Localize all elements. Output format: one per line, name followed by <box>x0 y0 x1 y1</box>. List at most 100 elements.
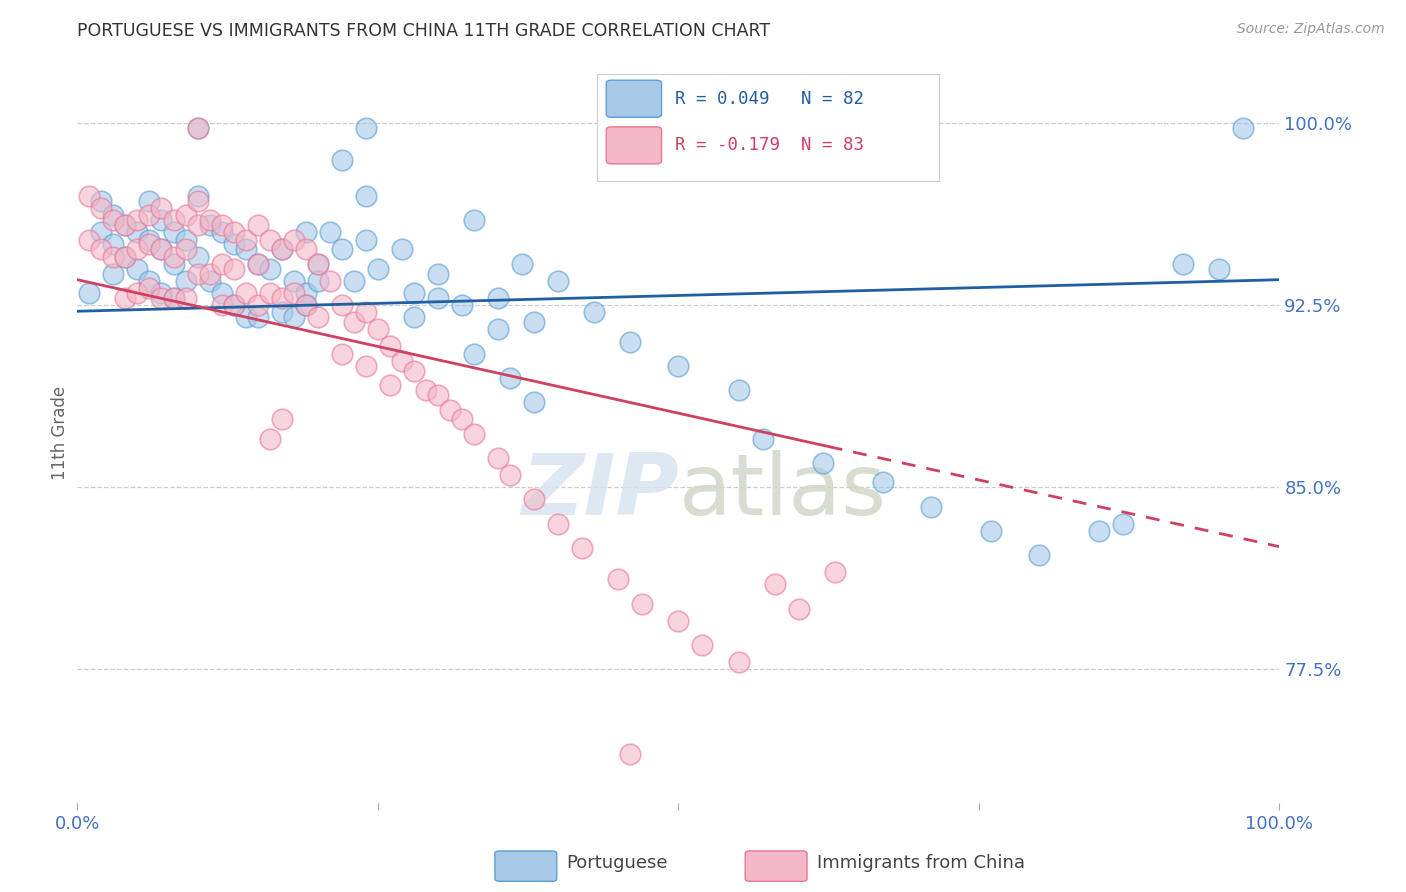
Point <box>222 298 245 312</box>
Point <box>211 298 233 312</box>
Point <box>330 153 353 167</box>
Point <box>727 383 749 397</box>
Point <box>114 218 136 232</box>
Point <box>378 378 401 392</box>
Point <box>499 371 522 385</box>
Point <box>283 310 305 325</box>
Point <box>174 233 197 247</box>
Point <box>90 201 112 215</box>
Point <box>211 218 233 232</box>
Point <box>330 347 353 361</box>
Point <box>319 225 342 239</box>
Point <box>246 298 269 312</box>
Point <box>162 250 184 264</box>
Point <box>307 257 329 271</box>
Point <box>367 322 389 336</box>
Point <box>486 451 509 466</box>
Point <box>103 250 125 264</box>
Point <box>103 208 125 222</box>
Point <box>1028 548 1050 562</box>
Point <box>270 412 292 426</box>
Point <box>174 208 197 222</box>
Point <box>391 354 413 368</box>
Point <box>235 310 257 325</box>
Point <box>235 286 257 301</box>
Point <box>174 243 197 257</box>
Point <box>150 213 173 227</box>
Point <box>90 243 112 257</box>
Text: Portuguese: Portuguese <box>567 855 668 872</box>
Point <box>330 243 353 257</box>
Point <box>668 614 690 628</box>
Point <box>79 286 101 301</box>
Point <box>1112 516 1135 531</box>
Point <box>114 250 136 264</box>
Point <box>354 233 377 247</box>
Point <box>103 237 125 252</box>
Text: R = 0.049   N = 82: R = 0.049 N = 82 <box>675 90 863 108</box>
Point <box>571 541 593 555</box>
Point <box>222 225 245 239</box>
Point <box>824 565 846 579</box>
Point <box>79 233 101 247</box>
Point <box>174 291 197 305</box>
Point <box>294 225 316 239</box>
Point <box>186 218 209 232</box>
Point <box>198 218 221 232</box>
Point <box>427 388 450 402</box>
Point <box>920 500 942 514</box>
Point <box>162 291 184 305</box>
Point <box>259 261 281 276</box>
Point <box>463 347 485 361</box>
Text: PORTUGUESE VS IMMIGRANTS FROM CHINA 11TH GRADE CORRELATION CHART: PORTUGUESE VS IMMIGRANTS FROM CHINA 11TH… <box>77 22 770 40</box>
Point <box>90 194 112 208</box>
Point <box>427 291 450 305</box>
Point <box>330 298 353 312</box>
Point <box>246 257 269 271</box>
Point <box>307 257 329 271</box>
Point <box>198 267 221 281</box>
Point <box>246 310 269 325</box>
FancyBboxPatch shape <box>596 73 939 181</box>
Point <box>138 208 160 222</box>
Text: Source: ZipAtlas.com: Source: ZipAtlas.com <box>1237 22 1385 37</box>
Point <box>222 261 245 276</box>
Point <box>162 213 184 227</box>
Point <box>211 225 233 239</box>
Point <box>186 189 209 203</box>
Point <box>270 305 292 319</box>
Point <box>138 237 160 252</box>
Point <box>631 597 654 611</box>
Point <box>90 225 112 239</box>
Point <box>343 315 366 329</box>
Point <box>307 274 329 288</box>
Point <box>127 261 149 276</box>
Point <box>294 286 316 301</box>
Point <box>127 213 149 227</box>
Point <box>402 286 425 301</box>
Point <box>463 213 485 227</box>
Point <box>607 573 630 587</box>
Point <box>127 243 149 257</box>
Text: ZIP: ZIP <box>520 450 679 533</box>
Point <box>319 274 342 288</box>
Point <box>186 250 209 264</box>
Point <box>138 281 160 295</box>
Point <box>451 298 474 312</box>
Point <box>162 291 184 305</box>
Point <box>402 364 425 378</box>
Point <box>980 524 1002 538</box>
Point <box>127 225 149 239</box>
Point <box>103 267 125 281</box>
Point <box>127 286 149 301</box>
Point <box>763 577 786 591</box>
Point <box>415 383 437 397</box>
Point <box>150 243 173 257</box>
Point <box>1232 120 1254 135</box>
Point <box>583 305 606 319</box>
Point <box>186 194 209 208</box>
Point <box>186 120 209 135</box>
Point <box>222 298 245 312</box>
Point <box>510 257 533 271</box>
Point <box>259 432 281 446</box>
